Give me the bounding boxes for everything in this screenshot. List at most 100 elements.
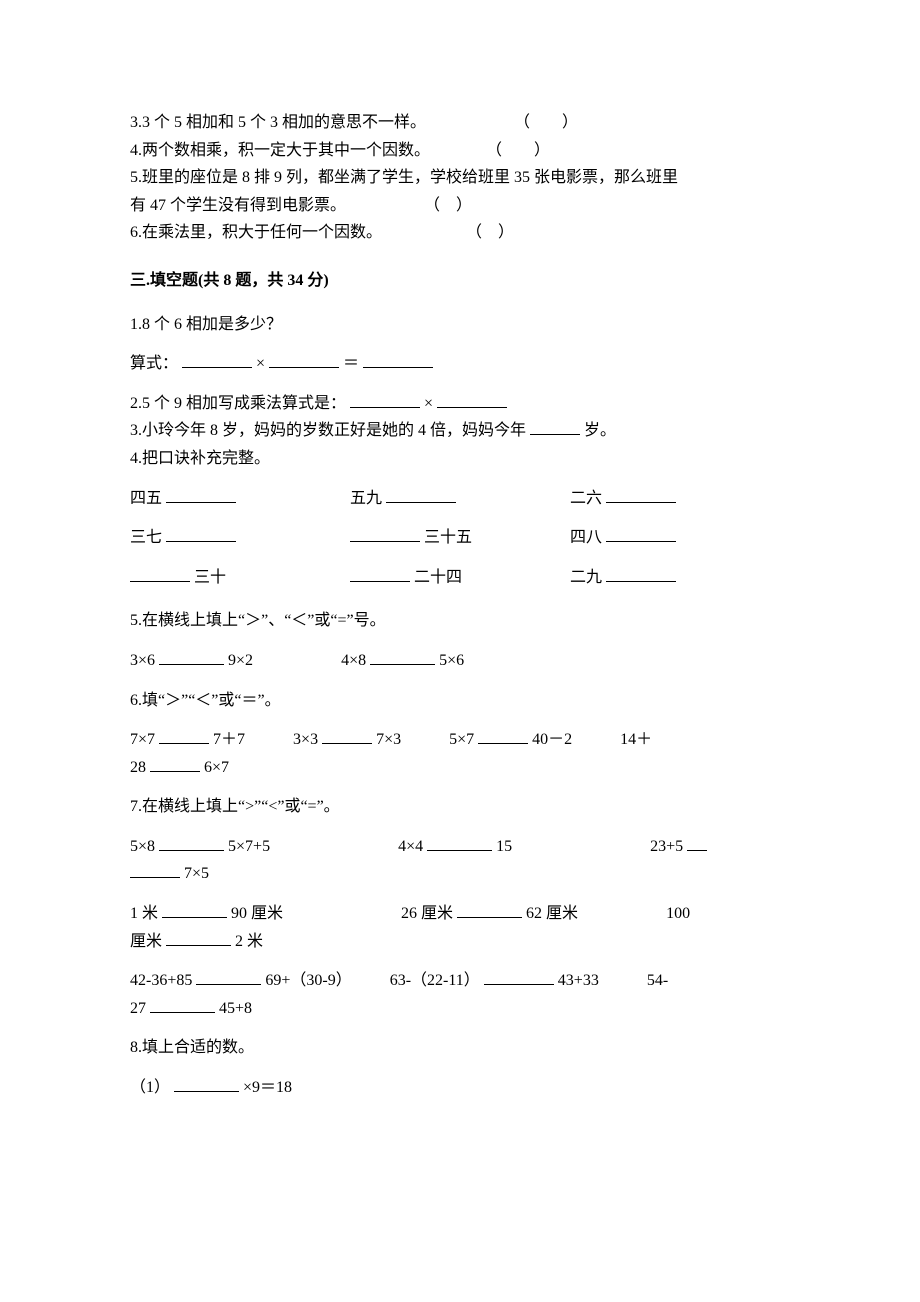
q4-r3c: 二九 <box>570 569 602 586</box>
q4-r2b: 三十五 <box>424 529 472 546</box>
q7-row1b: 7×5 <box>130 861 790 887</box>
q6-blank-a[interactable] <box>159 727 209 744</box>
q4-r1a: 四五 <box>130 490 162 507</box>
document-page: 3.3 个 5 相加和 5 个 3 相加的意思不一样。 （ ） 4.两个数相乘，… <box>0 0 920 1302</box>
q4-r2c-blank[interactable] <box>606 525 676 542</box>
q6-blank-d[interactable] <box>150 755 200 772</box>
q8-1-blank[interactable] <box>174 1075 239 1092</box>
q7-b2: 15 <box>496 838 512 855</box>
q4-row2: 三七 三十五 四八 <box>130 525 790 551</box>
q4-r2a: 三七 <box>130 529 162 546</box>
q5-blank1[interactable] <box>159 648 224 665</box>
q5-blank2[interactable] <box>370 648 435 665</box>
q1-blank3[interactable] <box>363 351 433 368</box>
q3-text: 3.小玲今年 8 岁，妈妈的岁数正好是她的 4 倍，妈妈今年 <box>130 422 526 439</box>
tf-q5b: 有 47 个学生没有得到电影票。 （ ） <box>130 193 790 219</box>
q7-blank-h[interactable] <box>484 968 554 985</box>
q1-blank2[interactable] <box>269 351 339 368</box>
tf-q5a-text: 5.班里的座位是 8 排 9 列，都坐满了学生，学校给班里 35 张电影票，那么… <box>130 169 678 186</box>
q7-d2: 90 厘米 <box>231 905 283 922</box>
q7-row1: 5×8 5×7+5 4×4 15 23+5 <box>130 834 790 860</box>
q7-c2: 7×5 <box>184 865 209 882</box>
q1-expr: 算式： × ＝ <box>130 351 790 377</box>
tf-q6-paren: （ ） <box>466 224 514 241</box>
tf-q4: 4.两个数相乘，积一定大于其中一个因数。 （ ） <box>130 138 790 164</box>
q7-text: 7.在横线上填上“>”“<”或“=”。 <box>130 794 790 820</box>
q7-h1: 63-（22-11） <box>390 972 480 989</box>
tf-q5b-text: 有 47 个学生没有得到电影票。 <box>130 197 346 214</box>
q7-b1: 4×4 <box>398 838 423 855</box>
q4-r1b: 五九 <box>350 490 382 507</box>
q4-r3b-blank[interactable] <box>350 565 410 582</box>
q3: 3.小玲今年 8 岁，妈妈的岁数正好是她的 4 倍，妈妈今年 岁。 <box>130 418 790 444</box>
q4-r2c: 四八 <box>570 529 602 546</box>
q5-r1: 4×8 <box>341 652 366 669</box>
q4-r1a-blank[interactable] <box>166 486 236 503</box>
tf-q4-text: 4.两个数相乘，积一定大于其中一个因数。 <box>130 142 430 159</box>
q7-e2: 62 厘米 <box>526 905 578 922</box>
q7-blank-f[interactable] <box>166 929 231 946</box>
q5-l2: 9×2 <box>228 652 253 669</box>
q7-blank-c1[interactable] <box>687 834 707 851</box>
q7-blank-i[interactable] <box>150 996 215 1013</box>
q7-row2: 1 米 90 厘米 26 厘米 62 厘米 100 <box>130 901 790 927</box>
q7-blank-a[interactable] <box>159 834 224 851</box>
q6-b2: 7×3 <box>376 731 401 748</box>
q6-d1: 14＋ <box>620 731 652 748</box>
q4-r1c-blank[interactable] <box>606 486 676 503</box>
q4-r3b: 二十四 <box>414 569 462 586</box>
section-3-title: 三.填空题(共 8 题，共 34 分) <box>130 268 790 294</box>
q2-blank2[interactable] <box>437 391 507 408</box>
q3-blank[interactable] <box>530 418 580 435</box>
q6-blank-c[interactable] <box>478 727 528 744</box>
q1-mul: × <box>256 355 265 372</box>
q4-r2a-blank[interactable] <box>166 525 236 542</box>
q6-c2: 40－2 <box>532 731 572 748</box>
q2-blank1[interactable] <box>350 391 420 408</box>
q6-c1: 5×7 <box>449 731 474 748</box>
q7-blank-c2[interactable] <box>130 861 180 878</box>
q2-mul: × <box>424 395 433 412</box>
q7-row2b: 厘米 2 米 <box>130 929 790 955</box>
tf-q3: 3.3 个 5 相加和 5 个 3 相加的意思不一样。 （ ） <box>130 110 790 136</box>
q6-a1: 7×7 <box>130 731 155 748</box>
tf-q6: 6.在乘法里，积大于任何一个因数。 （ ） <box>130 220 790 246</box>
tf-q6-text: 6.在乘法里，积大于任何一个因数。 <box>130 224 382 241</box>
q7-h2: 43+33 <box>558 972 599 989</box>
q7-g2: 69+（30-9） <box>265 972 351 989</box>
q1-eq: ＝ <box>343 355 359 372</box>
q6-row2: 28 6×7 <box>130 755 790 781</box>
q8-text: 8.填上合适的数。 <box>130 1035 790 1061</box>
q7-f3: 2 米 <box>235 933 263 950</box>
q6-a2: 7＋7 <box>213 731 245 748</box>
q7-c1: 23+5 <box>650 838 683 855</box>
tf-q5b-paren: （ ） <box>424 197 472 214</box>
q6-b1: 3×3 <box>293 731 318 748</box>
q7-blank-d[interactable] <box>162 901 227 918</box>
q7-f1: 100 <box>666 905 690 922</box>
tf-q4-paren: （ ） <box>486 142 550 159</box>
q6-blank-b[interactable] <box>322 727 372 744</box>
q7-blank-g[interactable] <box>196 968 261 985</box>
q7-i1: 54- <box>647 972 668 989</box>
q7-blank-e[interactable] <box>457 901 522 918</box>
q4-r1b-blank[interactable] <box>386 486 456 503</box>
q1-pre: 算式： <box>130 355 178 372</box>
q4-r3c-blank[interactable] <box>606 565 676 582</box>
q7-blank-b[interactable] <box>427 834 492 851</box>
q7-i3: 45+8 <box>219 1000 252 1017</box>
q6-d2: 28 <box>130 759 146 776</box>
q4-r2b-blank[interactable] <box>350 525 420 542</box>
q1-blank1[interactable] <box>182 351 252 368</box>
q4-r1c: 二六 <box>570 490 602 507</box>
q8-1a: （1） <box>130 1079 170 1096</box>
q8-1b: ×9＝18 <box>243 1079 292 1096</box>
q3-suf: 岁。 <box>584 422 616 439</box>
q4-r3a-blank[interactable] <box>130 565 190 582</box>
tf-q3-text: 3.3 个 5 相加和 5 个 3 相加的意思不一样。 <box>130 114 426 131</box>
q5-row: 3×6 9×2 4×8 5×6 <box>130 648 790 674</box>
tf-q5a: 5.班里的座位是 8 排 9 列，都坐满了学生，学校给班里 35 张电影票，那么… <box>130 165 790 191</box>
q4-row3: 三十 二十四 二九 <box>130 565 790 591</box>
q2-text: 2.5 个 9 相加写成乘法算式是： <box>130 395 346 412</box>
q7-d1: 1 米 <box>130 905 158 922</box>
